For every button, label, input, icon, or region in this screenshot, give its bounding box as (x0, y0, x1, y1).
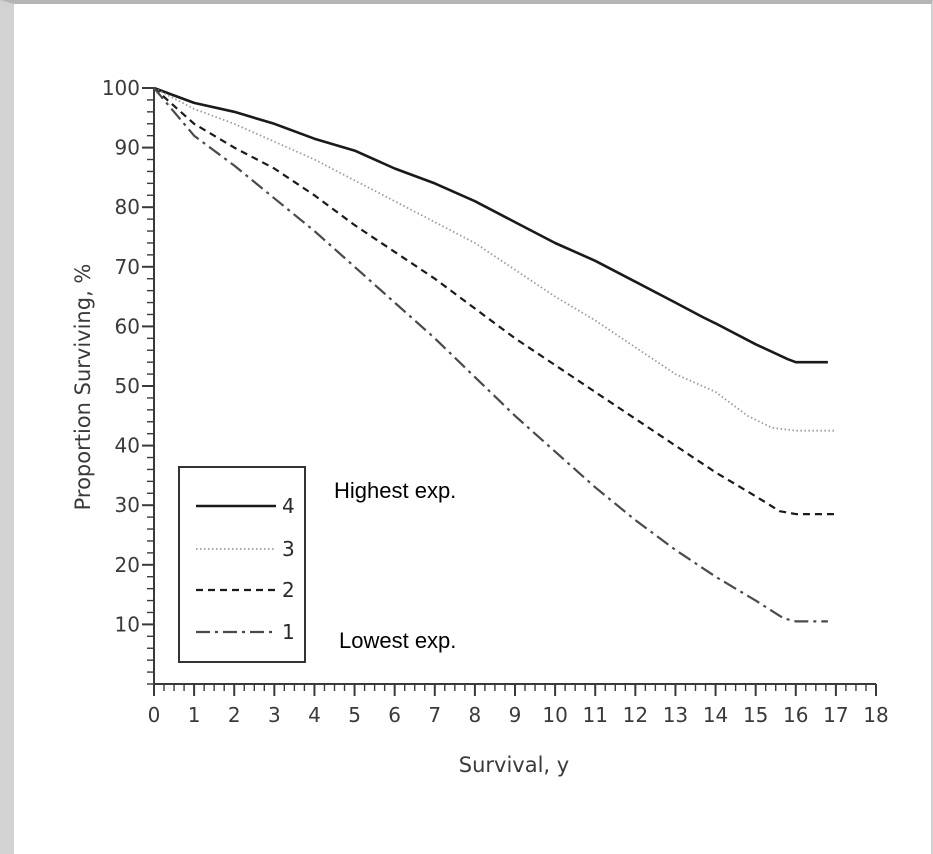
x-tick-label: 17 (823, 703, 848, 727)
x-tick-label: 15 (743, 703, 768, 727)
annotation-lowest: Lowest exp. (339, 628, 456, 653)
x-tick-label: 4 (308, 703, 321, 727)
legend-label-2: 2 (282, 578, 295, 602)
x-tick-label: 16 (783, 703, 808, 727)
x-tick-label: 10 (542, 703, 567, 727)
x-tick-label: 13 (663, 703, 688, 727)
legend: 4 3 2 1 (178, 466, 306, 663)
x-tick-label: 5 (348, 703, 361, 727)
x-tick-label: 9 (509, 703, 522, 727)
legend-entries: 4 3 2 1 (196, 494, 295, 644)
plot-area: 0 1 2 3 4 5 6 7 8 9 10 11 12 13 14 15 16 17 18 10203040506… (102, 76, 889, 727)
series-line-4 (153, 86, 828, 364)
x-tick-label: 18 (863, 703, 888, 727)
x-tick-label: 14 (703, 703, 728, 727)
x-tick-label: 11 (582, 703, 607, 727)
x-tick-label: 7 (428, 703, 441, 727)
y-tick-label: 10 (115, 612, 140, 636)
x-tick-label: 0 (148, 703, 161, 727)
x-tick-label: 6 (388, 703, 401, 727)
y-tick-label: 30 (115, 493, 140, 517)
legend-box (178, 466, 306, 663)
x-tick-label: 8 (469, 703, 482, 727)
y-tick-label: 100 (102, 76, 140, 100)
x-tick-label: 12 (623, 703, 648, 727)
y-tick-label: 60 (115, 314, 140, 338)
x-tick-label: 2 (228, 703, 241, 727)
y-tick-label: 40 (115, 434, 140, 458)
annotation-highest: Highest exp. (334, 478, 456, 503)
y-axis-title: Proportion Surviving, % (71, 264, 95, 511)
series-line-1 (153, 87, 828, 623)
survival-chart: 0 1 2 3 4 5 6 7 8 9 10 11 12 13 14 15 16 17 18 10203040506… (71, 76, 889, 777)
series-lines (153, 86, 836, 623)
x-tick-label: 1 (188, 703, 201, 727)
series-line-2 (153, 87, 836, 516)
y-tick-label: 90 (115, 136, 140, 160)
y-tick-label: 70 (115, 255, 140, 279)
x-tick-labels: 0 1 2 3 4 5 6 7 8 9 10 11 12 13 14 15 16 17 18 (148, 703, 889, 727)
legend-label-3: 3 (282, 537, 295, 561)
major-ticks (142, 87, 877, 696)
x-tick-label: 3 (268, 703, 281, 727)
y-tick-label: 20 (115, 553, 140, 577)
x-axis-title: Survival, y (459, 753, 569, 777)
legend-label-1: 1 (282, 620, 295, 644)
series-line-3 (153, 87, 836, 432)
y-tick-labels: 10 20 30 40 50 60 70 80 90 100 (102, 76, 140, 636)
y-tick-label: 80 (115, 195, 140, 219)
y-tick-label: 50 (115, 374, 140, 398)
legend-label-4: 4 (282, 494, 295, 518)
